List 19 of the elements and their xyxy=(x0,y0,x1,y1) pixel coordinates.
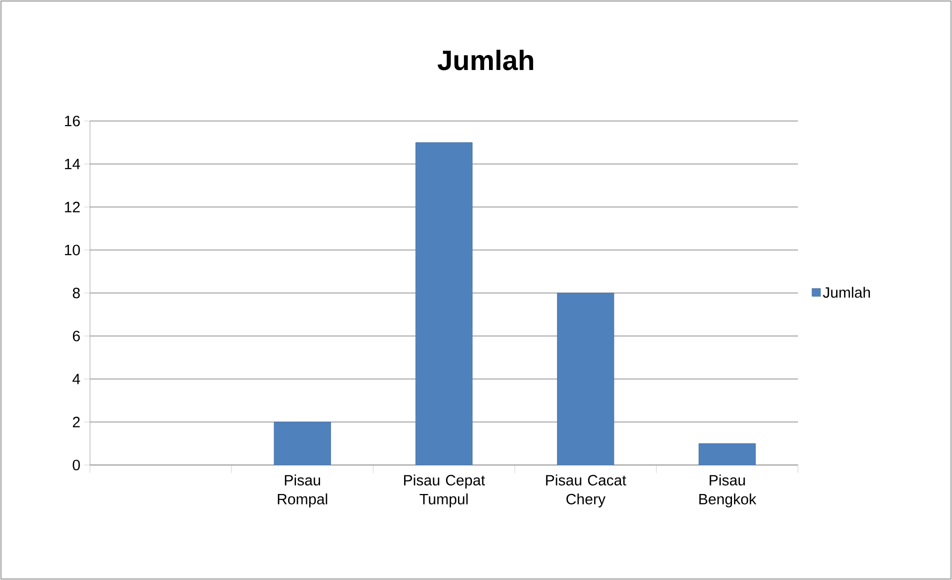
x-tick-label: Pisau Rompal xyxy=(278,474,328,508)
x-tick-label: Pisau Bengkok xyxy=(699,474,756,508)
y-tick-label: 12 xyxy=(65,202,80,212)
y-tick-label: 14 xyxy=(65,158,80,170)
y-tick-label: 10 xyxy=(65,244,80,256)
bar xyxy=(698,443,756,465)
y-tick-label: 16 xyxy=(65,116,80,126)
chart-title: Jumlah xyxy=(438,50,534,70)
bar xyxy=(415,142,473,465)
y-tick-label: 0 xyxy=(72,460,80,470)
y-tick-label: 6 xyxy=(72,330,80,342)
x-tick-label: Pisau Cacat Chery xyxy=(546,474,626,508)
y-tick-label: 4 xyxy=(72,374,80,384)
bar xyxy=(274,422,331,465)
legend-label: Jumlah xyxy=(822,286,870,298)
bar xyxy=(557,292,614,465)
x-tick-label: Pisau Cepat Tumpul xyxy=(404,474,485,508)
y-tick-label: 2 xyxy=(72,416,80,428)
y-tick-label: 8 xyxy=(72,288,80,298)
